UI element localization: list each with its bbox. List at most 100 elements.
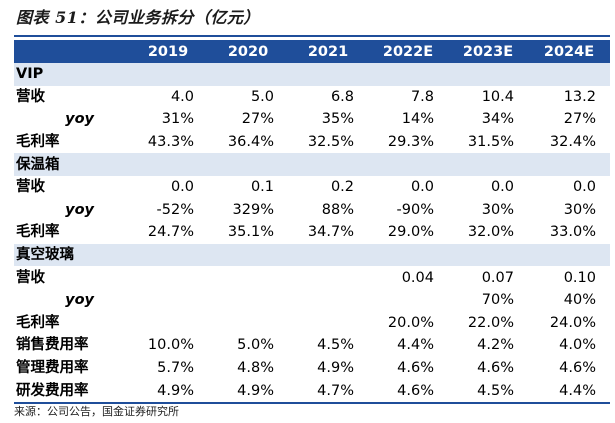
table-cell: 35% — [321, 111, 354, 128]
table-cell — [208, 289, 288, 312]
table-cell: 4.8% — [237, 360, 274, 377]
table-cell: 31% — [161, 111, 194, 128]
table-cell: -90% — [396, 201, 434, 218]
table-cell: 0.0 — [490, 179, 514, 196]
table-cell: 4.6% — [559, 360, 596, 377]
table-cell: 0.10 — [563, 269, 596, 286]
table-cell: 4.5% — [448, 379, 528, 404]
header-row: 2019 2020 2021 2022E 2023E 2024E — [14, 40, 610, 63]
table-cell: 0.04 — [401, 269, 434, 286]
table-cell: 35.1% — [227, 224, 274, 241]
section-row: 真空玻璃 — [14, 243, 610, 267]
table-cell: 4.4% — [528, 379, 610, 404]
header-blank — [14, 40, 128, 63]
table-cell: 5.7% — [157, 360, 194, 377]
table-cell: 4.2% — [477, 337, 514, 354]
table-row: 研发费用率 4.9% 4.9% 4.7% 4.6% 4.5% 4.4% — [14, 379, 610, 404]
table-cell: 13.2 — [563, 88, 596, 105]
table-cell: 0.07 — [481, 269, 514, 286]
table-cell: 20.0% — [387, 314, 434, 331]
business-breakdown-table: 2019 2020 2021 2022E 2023E 2024E VIP 营收 4.… — [14, 40, 610, 404]
table-cell: 10.4 — [481, 88, 514, 105]
row-label: yoy — [65, 201, 94, 218]
table-row: 销售费用率 10.0% 5.0% 4.5% 4.4% 4.2% 4.0% — [14, 334, 610, 357]
figure-title: 图表 51：公司业务拆分（亿元） — [14, 3, 610, 37]
row-label: 毛利率 — [16, 224, 60, 241]
table-cell: 70% — [481, 292, 514, 309]
table-cell: 0.1 — [250, 179, 274, 196]
table-cell: 329% — [232, 201, 274, 218]
table-cell — [288, 289, 368, 312]
table-cell: 29.0% — [387, 224, 434, 241]
header-year: 2023E — [448, 40, 528, 63]
table-cell: 6.8 — [330, 88, 354, 105]
table-cell: 0.0 — [410, 179, 434, 196]
table-cell: 4.9% — [317, 360, 354, 377]
table-cell: 34.7% — [307, 224, 354, 241]
source-note: 来源：公司公告，国金证券研究所 — [14, 405, 179, 418]
table-cell: 0.0 — [170, 179, 194, 196]
table-cell: 4.4% — [397, 337, 434, 354]
table-cell: -52% — [156, 201, 194, 218]
table-cell — [208, 266, 288, 289]
table-row: 毛利率 24.7% 35.1% 34.7% 29.0% 32.0% 33.0% — [14, 221, 610, 244]
table-cell — [128, 312, 208, 335]
table-cell — [368, 289, 448, 312]
table-cell: 5.0 — [250, 88, 274, 105]
table-row: 营收 0.04 0.07 0.10 — [14, 266, 610, 289]
row-label: yoy — [65, 111, 94, 128]
row-label: 毛利率 — [16, 134, 60, 151]
table-cell: 4.0 — [170, 88, 194, 105]
table-cell: 31.5% — [467, 134, 514, 151]
section-row: 保温箱 — [14, 153, 610, 176]
table-cell: 14% — [401, 111, 434, 128]
row-label: 管理费用率 — [16, 360, 89, 377]
table-cell: 7.8 — [410, 88, 434, 105]
table-cell: 32.5% — [307, 134, 354, 151]
table-cell: 33.0% — [549, 224, 596, 241]
table-row: yoy 70% 40% — [14, 289, 610, 312]
table-cell: 4.6% — [368, 379, 448, 404]
table-cell: 34% — [481, 111, 514, 128]
table-row: yoy 31% 27% 35% 14% 34% 27% — [14, 108, 610, 131]
table-cell: 4.5% — [317, 337, 354, 354]
table-row: 营收 0.0 0.1 0.2 0.0 0.0 0.0 — [14, 176, 610, 199]
section-label: 真空玻璃 — [14, 243, 610, 267]
section-label: 保温箱 — [14, 153, 610, 176]
table-cell: 30% — [481, 201, 514, 218]
table-cell: 36.4% — [227, 134, 274, 151]
table-cell: 4.6% — [477, 360, 514, 377]
header-year: 2020 — [208, 40, 288, 63]
table-cell: 4.9% — [208, 379, 288, 404]
table-row: 营收 4.0 5.0 6.8 7.8 10.4 13.2 — [14, 86, 610, 109]
table-row: 毛利率 43.3% 36.4% 32.5% 29.3% 31.5% 32.4% — [14, 131, 610, 154]
table-cell — [288, 312, 368, 335]
table-cell: 88% — [321, 201, 354, 218]
header-year: 2022E — [368, 40, 448, 63]
table-cell: 24.0% — [549, 314, 596, 331]
table-row: 管理费用率 5.7% 4.8% 4.9% 4.6% 4.6% 4.6% — [14, 357, 610, 380]
table-cell: 10.0% — [147, 337, 194, 354]
header-year: 2021 — [288, 40, 368, 63]
row-label: 销售费用率 — [16, 337, 89, 354]
table-cell: 27% — [241, 111, 274, 128]
row-label: 营收 — [16, 269, 45, 286]
row-label: 毛利率 — [16, 314, 60, 331]
table-cell: 0.2 — [330, 179, 354, 196]
header-year: 2024E — [528, 40, 610, 63]
section-label: VIP — [14, 63, 610, 86]
table-cell: 29.3% — [387, 134, 434, 151]
table-cell: 4.0% — [559, 337, 596, 354]
table-cell: 22.0% — [467, 314, 514, 331]
table-cell: 0.0 — [572, 179, 596, 196]
table-cell — [288, 266, 368, 289]
row-label: yoy — [65, 292, 94, 309]
row-label: 研发费用率 — [14, 379, 128, 404]
table-cell: 43.3% — [147, 134, 194, 151]
table-cell — [128, 266, 208, 289]
section-row: VIP — [14, 63, 610, 86]
table-cell — [208, 312, 288, 335]
header-year: 2019 — [128, 40, 208, 63]
table-cell: 4.9% — [128, 379, 208, 404]
table-row: yoy -52% 329% 88% -90% 30% 30% — [14, 199, 610, 222]
